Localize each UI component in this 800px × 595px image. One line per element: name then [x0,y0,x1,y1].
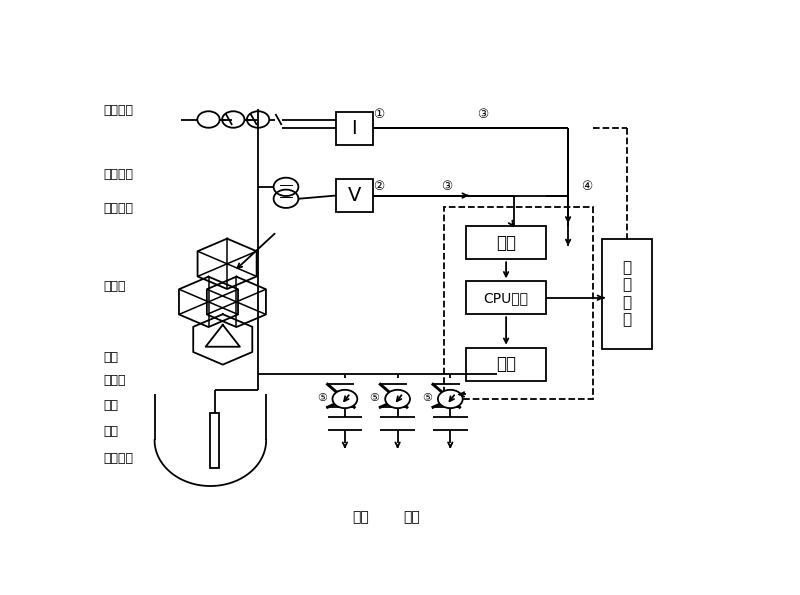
Text: 短网: 短网 [103,351,118,364]
Text: 固定: 固定 [352,510,369,524]
Text: ①: ① [373,108,384,121]
Text: ②: ② [373,180,384,193]
Bar [602,239,652,349]
Bar [336,112,373,145]
Text: ④: ④ [581,180,592,193]
Text: ⑤: ⑤ [422,393,432,403]
Text: ⑤: ⑤ [317,393,327,403]
Bar [466,281,546,314]
Text: V: V [347,186,361,205]
Text: ⑤: ⑤ [370,393,380,403]
Text: 补偿支路: 补偿支路 [103,452,133,465]
Text: 变压器: 变压器 [103,280,126,293]
Bar [466,226,546,259]
Text: 电压变送: 电压变送 [103,202,133,215]
Text: CPU处理: CPU处理 [483,291,529,305]
Circle shape [386,390,410,408]
Text: 控制: 控制 [496,355,516,373]
Text: 电极: 电极 [103,399,118,412]
Bar [336,179,373,212]
Bar [444,206,593,399]
Text: 可控硅: 可控硅 [103,374,126,387]
Circle shape [333,390,358,408]
Text: 高压进线: 高压进线 [103,104,133,117]
Text: 电流变送: 电流变送 [103,168,133,181]
Text: 人
机
界
面: 人 机 界 面 [622,260,631,327]
Bar [466,347,546,381]
Text: ③: ③ [478,108,489,121]
Bar [210,413,219,468]
Text: I: I [351,119,357,137]
Text: 检测: 检测 [496,234,516,252]
Circle shape [438,390,462,408]
Text: 固定: 固定 [403,510,420,524]
Text: ③: ③ [442,180,453,193]
Text: 炉膛: 炉膛 [103,425,118,437]
